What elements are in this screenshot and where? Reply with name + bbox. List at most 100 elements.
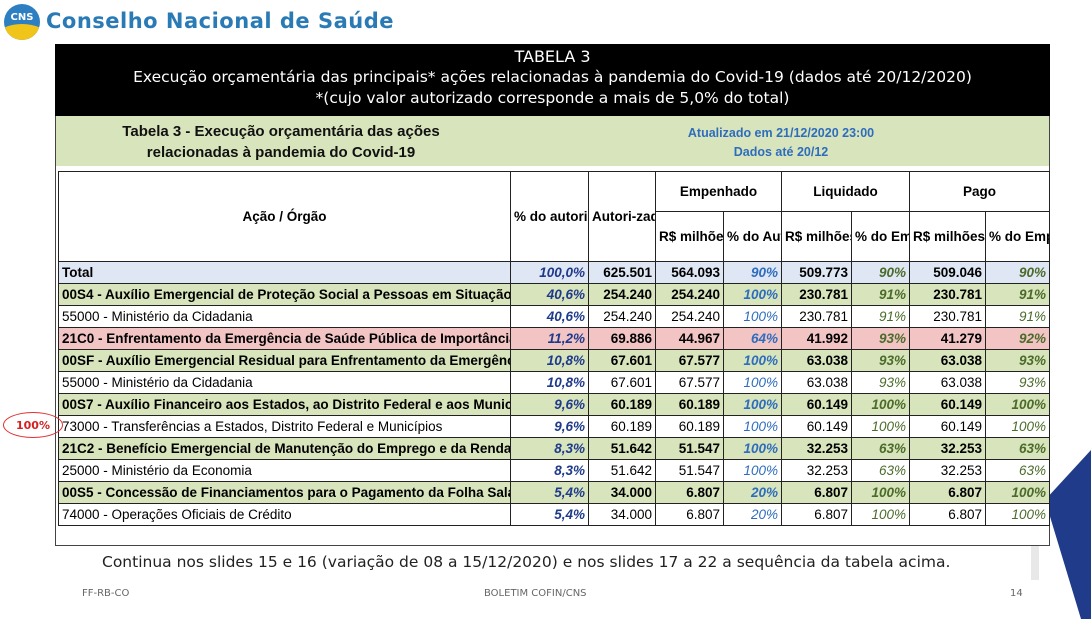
page-number: 14 — [1010, 588, 1023, 599]
cell-acao: 00S7 - Auxílio Financeiro aos Estados, a… — [58, 393, 511, 416]
cell-empenhado: 60.189 — [655, 393, 724, 416]
footer-center: BOLETIM COFIN/CNS — [484, 588, 587, 599]
cell-pct: 10,8% — [510, 349, 589, 372]
cell-empenhado-pct: 20% — [722, 503, 783, 526]
cell-pago: 509.046 — [909, 261, 987, 284]
cell-pago: 60.149 — [909, 393, 987, 416]
cell-pago-pct: 91% — [985, 283, 1051, 306]
cell-liquidado: 32.253 — [781, 459, 853, 482]
cell-acao: 55000 - Ministério da Cidadania — [58, 305, 511, 328]
col-pct-autorizado-total: % do autori-zado total — [510, 171, 589, 262]
cell-pago-pct: 63% — [985, 437, 1051, 460]
cell-pago-pct: 92% — [985, 327, 1051, 350]
cell-pago-pct: 100% — [985, 481, 1051, 504]
org-name: Conselho Nacional de Saúde — [46, 9, 394, 33]
cell-autorizado: 67.601 — [588, 371, 656, 394]
slide-title-block: TABELA 3 Execução orçamentária das princ… — [55, 44, 1050, 116]
cell-empenhado-pct: 64% — [722, 327, 783, 350]
cell-pago: 230.781 — [909, 305, 987, 328]
cell-pago-pct: 90% — [985, 261, 1051, 284]
cell-pct: 5,4% — [510, 503, 589, 526]
cell-acao: 25000 - Ministério da Economia — [58, 459, 511, 482]
cell-liquidado: 6.807 — [781, 503, 853, 526]
cell-pago: 41.279 — [909, 327, 987, 350]
cell-liquidado-pct: 63% — [851, 437, 911, 460]
cell-autorizado: 67.601 — [588, 349, 656, 372]
cell-pct: 5,4% — [510, 481, 589, 504]
col-pago: Pago — [909, 171, 1051, 212]
table-row: 25000 - Ministério da Economia 8,3% 51.6… — [58, 459, 1051, 482]
cell-pago-pct: 93% — [985, 349, 1051, 372]
table-title: Tabela 3 - Execução orçamentária das açõ… — [56, 121, 506, 163]
cell-empenhado-pct: 90% — [722, 261, 783, 284]
cell-liquidado: 63.038 — [781, 349, 853, 372]
cell-empenhado: 51.547 — [655, 459, 724, 482]
footer-left: FF-RB-CO — [82, 588, 130, 599]
cell-acao: 73000 - Transferências a Estados, Distri… — [58, 415, 511, 438]
cell-liquidado-pct: 93% — [851, 327, 911, 350]
budget-table: Ação / Órgão % do autori-zado total Auto… — [58, 171, 1051, 526]
cell-empenhado: 6.807 — [655, 481, 724, 504]
cell-acao: Total — [58, 261, 511, 284]
cell-autorizado: 60.189 — [588, 415, 656, 438]
cell-liquidado-pct: 100% — [851, 415, 911, 438]
cell-empenhado: 67.577 — [655, 371, 724, 394]
table-title-line1: Tabela 3 - Execução orçamentária das açõ… — [122, 123, 440, 140]
cell-pago-pct: 100% — [985, 393, 1051, 416]
cell-pago-pct: 93% — [985, 371, 1051, 394]
cell-empenhado: 67.577 — [655, 349, 724, 372]
cell-pago-pct: 100% — [985, 415, 1051, 438]
cell-empenhado: 60.189 — [655, 415, 724, 438]
table-row: 00SF - Auxílio Emergencial Residual para… — [58, 349, 1051, 372]
cell-autorizado: 254.240 — [588, 283, 656, 306]
logo-text: CNS — [10, 12, 34, 23]
cell-pago-pct: 63% — [985, 459, 1051, 482]
cell-liquidado: 63.038 — [781, 371, 853, 394]
cell-pct: 40,6% — [510, 305, 589, 328]
cell-pago: 6.807 — [909, 481, 987, 504]
cell-pago: 32.253 — [909, 459, 987, 482]
slide-subtitle-note: *(cujo valor autorizado corresponde a ma… — [315, 89, 790, 107]
cell-liquidado-pct: 90% — [851, 261, 911, 284]
col-empenhado: Empenhado — [654, 171, 783, 212]
table-row: 73000 - Transferências a Estados, Distri… — [58, 415, 1051, 438]
col-empenhado-pct: % do Autori-zado — [722, 211, 783, 262]
col-acao: Ação / Órgão — [58, 171, 511, 262]
cell-liquidado: 6.807 — [781, 481, 853, 504]
cell-autorizado: 254.240 — [588, 305, 656, 328]
cell-acao: 74000 - Operações Oficiais de Crédito — [58, 503, 511, 526]
cell-liquidado: 230.781 — [781, 305, 853, 328]
cell-liquidado: 60.149 — [781, 415, 853, 438]
cell-empenhado: 6.807 — [655, 503, 724, 526]
table-row: 21C0 - Enfrentamento da Emergência de Sa… — [58, 327, 1051, 350]
cell-empenhado: 44.967 — [655, 327, 724, 350]
table-row: 55000 - Ministério da Cidadania 10,8% 67… — [58, 371, 1051, 394]
cell-pago-pct: 91% — [985, 305, 1051, 328]
cell-empenhado: 254.240 — [655, 305, 724, 328]
cell-pago: 63.038 — [909, 349, 987, 372]
cell-pct: 10,8% — [510, 371, 589, 394]
cell-liquidado: 230.781 — [781, 283, 853, 306]
cell-empenhado-pct: 100% — [722, 415, 783, 438]
cell-empenhado-pct: 20% — [722, 481, 783, 504]
annotation-100-percent: 100% — [3, 412, 63, 438]
cell-empenhado-pct: 100% — [722, 393, 783, 416]
col-pago-pct: % do Empe-nhado — [985, 211, 1051, 262]
col-liquidado-rs: R$ milhões — [781, 211, 853, 262]
col-autorizado: Autori-zado R$ milhões — [588, 171, 656, 262]
cell-liquidado-pct: 100% — [851, 393, 911, 416]
cell-liquidado: 60.149 — [781, 393, 853, 416]
cell-liquidado-pct: 93% — [851, 349, 911, 372]
cell-autorizado: 69.886 — [588, 327, 656, 350]
cell-pago-pct: 100% — [985, 503, 1051, 526]
table-row: 74000 - Operações Oficiais de Crédito 5,… — [58, 503, 1051, 526]
slide-subtitle: Execução orçamentária das principais* aç… — [133, 68, 972, 86]
data-until-label: Dados até 20/12 — [733, 145, 829, 159]
update-info: Atualizado em 21/12/2020 23:00 Dados até… — [616, 124, 946, 162]
cell-pct: 8,3% — [510, 437, 589, 460]
cell-liquidado-pct: 93% — [851, 371, 911, 394]
cell-acao: 00S5 - Concessão de Financiamentos para … — [58, 481, 511, 504]
cell-liquidado: 32.253 — [781, 437, 853, 460]
table-row: 55000 - Ministério da Cidadania 40,6% 25… — [58, 305, 1051, 328]
table-row: 21C2 - Benefício Emergencial de Manutenç… — [58, 437, 1051, 460]
